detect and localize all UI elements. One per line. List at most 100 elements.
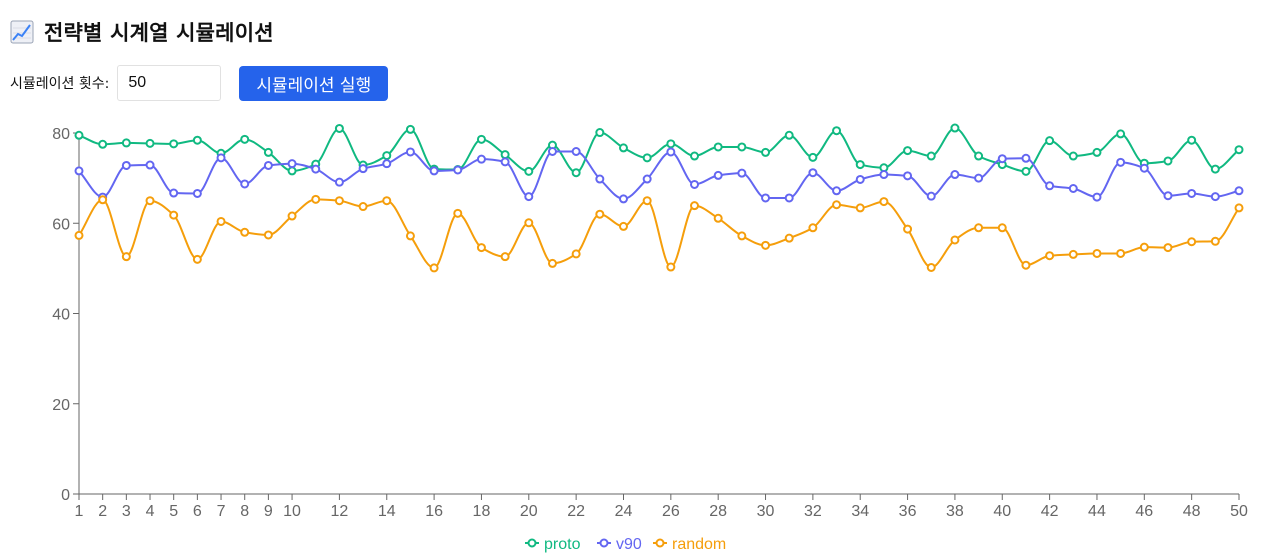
legend-item-proto[interactable]: proto (525, 536, 581, 553)
data-point-random[interactable] (500, 252, 510, 262)
data-point-proto[interactable] (192, 135, 202, 145)
data-point-random[interactable] (666, 262, 676, 272)
data-point-v90[interactable] (382, 159, 392, 169)
data-point-proto[interactable] (476, 134, 486, 144)
data-point-random[interactable] (784, 233, 794, 243)
data-point-random[interactable] (737, 231, 747, 241)
data-point-random[interactable] (145, 196, 155, 206)
data-point-random[interactable] (358, 202, 368, 212)
data-point-random[interactable] (1116, 248, 1126, 258)
data-point-random[interactable] (642, 196, 652, 206)
data-point-proto[interactable] (98, 139, 108, 149)
data-point-v90[interactable] (145, 160, 155, 170)
data-point-proto[interactable] (855, 160, 865, 170)
data-point-random[interactable] (429, 263, 439, 273)
data-point-random[interactable] (1068, 249, 1078, 259)
data-point-v90[interactable] (1139, 163, 1149, 173)
data-point-random[interactable] (571, 249, 581, 259)
data-point-proto[interactable] (926, 151, 936, 161)
data-point-random[interactable] (855, 203, 865, 213)
data-point-v90[interactable] (737, 168, 747, 178)
data-point-random[interactable] (974, 223, 984, 233)
chart-legend[interactable]: proto v90 random (525, 536, 726, 553)
data-point-proto[interactable] (169, 139, 179, 149)
data-point-v90[interactable] (192, 188, 202, 198)
data-point-proto[interactable] (524, 166, 534, 176)
data-point-random[interactable] (453, 208, 463, 218)
data-point-proto[interactable] (713, 142, 723, 152)
data-point-v90[interactable] (974, 173, 984, 183)
data-point-proto[interactable] (666, 139, 676, 149)
data-point-v90[interactable] (642, 174, 652, 184)
data-point-proto[interactable] (1116, 129, 1126, 139)
data-point-proto[interactable] (618, 143, 628, 153)
data-point-v90[interactable] (1163, 191, 1173, 201)
data-point-random[interactable] (1234, 203, 1244, 213)
data-point-proto[interactable] (263, 147, 273, 157)
legend-item-v90[interactable]: v90 (597, 536, 642, 553)
data-point-v90[interactable] (618, 194, 628, 204)
data-point-v90[interactable] (997, 154, 1007, 164)
data-point-proto[interactable] (808, 152, 818, 162)
data-point-random[interactable] (832, 200, 842, 210)
run-simulation-button[interactable]: 시뮬레이션 실행 (239, 65, 389, 101)
data-point-v90[interactable] (879, 170, 889, 180)
data-point-random[interactable] (1045, 251, 1055, 261)
data-point-proto[interactable] (784, 130, 794, 140)
data-point-v90[interactable] (311, 164, 321, 174)
data-point-v90[interactable] (1210, 192, 1220, 202)
data-point-proto[interactable] (1187, 135, 1197, 145)
data-point-random[interactable] (997, 223, 1007, 233)
data-point-v90[interactable] (216, 153, 226, 163)
data-point-v90[interactable] (405, 147, 415, 157)
data-point-v90[interactable] (524, 192, 534, 202)
data-point-v90[interactable] (1234, 186, 1244, 196)
data-point-v90[interactable] (169, 188, 179, 198)
data-point-v90[interactable] (240, 179, 250, 189)
data-point-random[interactable] (74, 230, 84, 240)
data-point-random[interactable] (903, 224, 913, 234)
data-point-v90[interactable] (263, 160, 273, 170)
data-point-v90[interactable] (926, 191, 936, 201)
data-point-v90[interactable] (453, 165, 463, 175)
data-point-v90[interactable] (1092, 192, 1102, 202)
data-point-v90[interactable] (547, 147, 557, 157)
data-point-random[interactable] (216, 216, 226, 226)
data-point-v90[interactable] (1045, 181, 1055, 191)
data-point-proto[interactable] (287, 166, 297, 176)
data-point-v90[interactable] (761, 193, 771, 203)
data-point-v90[interactable] (121, 160, 131, 170)
data-point-v90[interactable] (713, 170, 723, 180)
data-point-proto[interactable] (761, 147, 771, 157)
data-point-proto[interactable] (1092, 147, 1102, 157)
data-point-v90[interactable] (855, 174, 865, 184)
data-point-random[interactable] (808, 223, 818, 233)
data-point-v90[interactable] (950, 170, 960, 180)
data-point-proto[interactable] (74, 130, 84, 140)
data-point-random[interactable] (761, 240, 771, 250)
data-point-v90[interactable] (832, 186, 842, 196)
data-point-v90[interactable] (571, 147, 581, 157)
data-point-proto[interactable] (1210, 164, 1220, 174)
data-point-random[interactable] (169, 210, 179, 220)
data-point-random[interactable] (524, 218, 534, 228)
data-point-random[interactable] (263, 230, 273, 240)
data-point-proto[interactable] (1021, 166, 1031, 176)
data-point-random[interactable] (405, 231, 415, 241)
data-point-random[interactable] (690, 201, 700, 211)
data-point-v90[interactable] (500, 157, 510, 167)
data-point-random[interactable] (334, 196, 344, 206)
data-point-v90[interactable] (334, 177, 344, 187)
data-point-proto[interactable] (500, 150, 510, 160)
data-point-v90[interactable] (358, 164, 368, 174)
data-point-random[interactable] (1163, 243, 1173, 253)
data-point-v90[interactable] (429, 166, 439, 176)
data-point-v90[interactable] (74, 166, 84, 176)
data-point-v90[interactable] (476, 154, 486, 164)
data-point-proto[interactable] (832, 126, 842, 136)
data-point-v90[interactable] (1021, 153, 1031, 163)
data-point-random[interactable] (595, 209, 605, 219)
data-point-random[interactable] (926, 262, 936, 272)
data-point-proto[interactable] (1045, 136, 1055, 146)
data-point-proto[interactable] (121, 138, 131, 148)
